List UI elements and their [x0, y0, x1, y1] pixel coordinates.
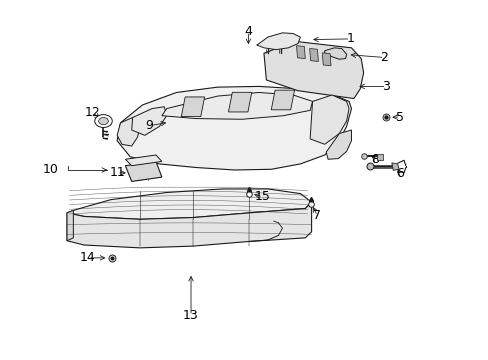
- Polygon shape: [325, 130, 351, 159]
- Polygon shape: [117, 86, 351, 170]
- Text: 11: 11: [109, 166, 125, 179]
- Text: 5: 5: [395, 111, 403, 123]
- Polygon shape: [296, 46, 305, 59]
- Polygon shape: [309, 95, 348, 144]
- Polygon shape: [228, 92, 251, 112]
- Text: 7: 7: [313, 209, 321, 222]
- Polygon shape: [181, 97, 204, 117]
- Polygon shape: [67, 210, 73, 241]
- Circle shape: [95, 114, 112, 127]
- Polygon shape: [256, 33, 300, 50]
- Text: 2: 2: [380, 51, 387, 64]
- Polygon shape: [117, 117, 140, 146]
- Polygon shape: [162, 93, 312, 119]
- Text: 13: 13: [183, 309, 199, 322]
- Text: 1: 1: [346, 32, 354, 45]
- Text: 10: 10: [43, 163, 59, 176]
- Polygon shape: [309, 49, 318, 62]
- Text: 15: 15: [255, 190, 270, 203]
- Polygon shape: [125, 155, 162, 166]
- Text: 14: 14: [80, 251, 96, 264]
- Text: 6: 6: [395, 167, 403, 180]
- Text: 8: 8: [370, 153, 378, 166]
- Text: 12: 12: [85, 106, 101, 120]
- Polygon shape: [131, 107, 166, 135]
- Polygon shape: [324, 48, 346, 59]
- Text: 9: 9: [145, 119, 153, 132]
- Text: 3: 3: [382, 80, 389, 93]
- Text: 4: 4: [244, 25, 252, 38]
- Polygon shape: [391, 163, 398, 170]
- Polygon shape: [97, 120, 111, 124]
- Polygon shape: [67, 189, 311, 219]
- Polygon shape: [67, 202, 311, 248]
- Polygon shape: [125, 161, 162, 181]
- Polygon shape: [322, 53, 330, 66]
- Circle shape: [99, 117, 108, 125]
- Polygon shape: [264, 41, 363, 99]
- Polygon shape: [271, 90, 294, 110]
